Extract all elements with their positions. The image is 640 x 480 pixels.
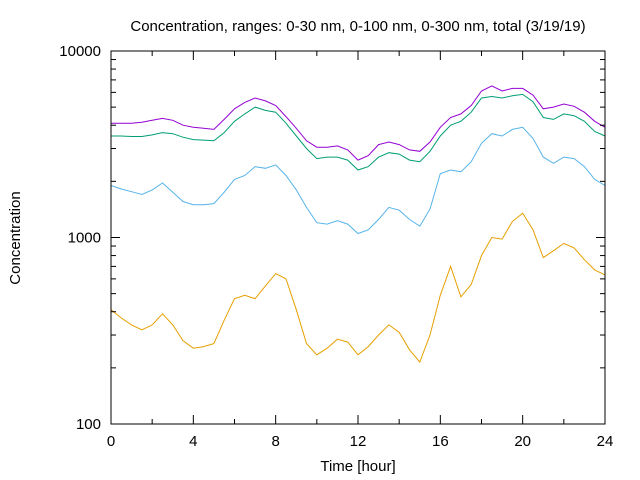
x-tick-label: 16 bbox=[432, 433, 449, 450]
y-tick-label: 10000 bbox=[59, 43, 101, 60]
y-tick-label: 100 bbox=[76, 416, 101, 433]
series-layer bbox=[110, 85, 606, 363]
x-tick-label: 8 bbox=[271, 433, 279, 450]
x-tick-label: 20 bbox=[514, 433, 531, 450]
x-tick-label: 24 bbox=[597, 433, 614, 450]
ticks-layer: 0 4 8 12 16 20 24 100 1000 10000 bbox=[59, 43, 613, 450]
x-tick-label: 4 bbox=[189, 433, 197, 450]
chart-title: Concentration, ranges: 0-30 nm, 0-100 nm… bbox=[130, 18, 585, 35]
series-line-1 bbox=[110, 212, 606, 363]
series-line-2 bbox=[110, 126, 606, 235]
y-tick-label: 1000 bbox=[68, 230, 101, 247]
x-tick-label: 0 bbox=[107, 433, 115, 450]
x-axis-title: Time [hour] bbox=[320, 458, 395, 475]
series-line-4 bbox=[111, 85, 606, 161]
y-axis-title: Concentration bbox=[7, 191, 24, 284]
plot-frame bbox=[110, 50, 606, 425]
series-line-3 bbox=[111, 93, 606, 171]
x-tick-label: 12 bbox=[350, 433, 367, 450]
